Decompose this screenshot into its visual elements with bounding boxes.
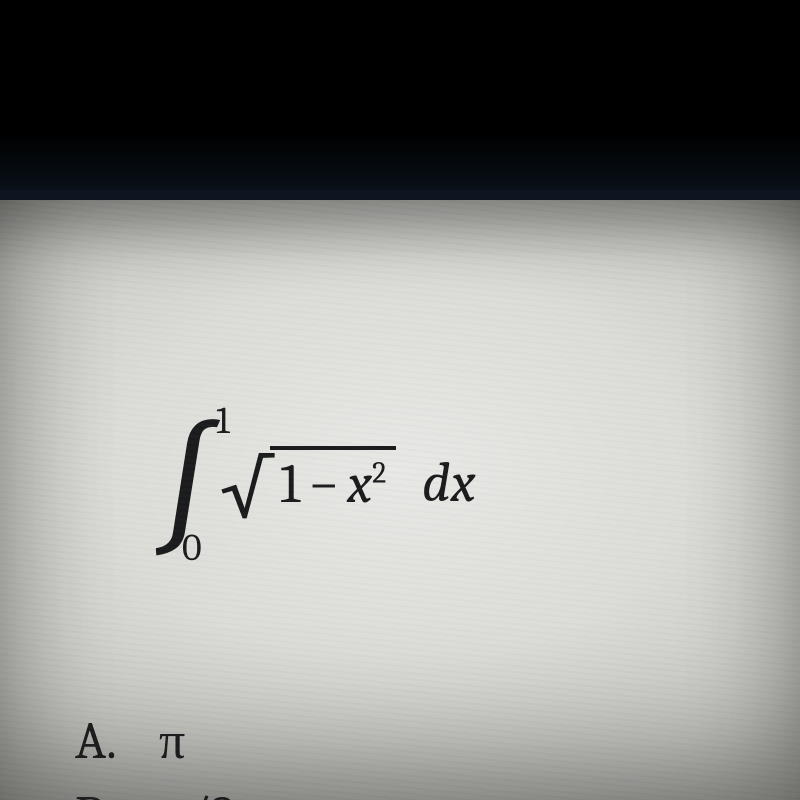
radicand: 1−x2 [270, 446, 396, 516]
differential: dx [422, 451, 476, 515]
exponent: 2 [372, 455, 386, 490]
photo-of-screen: ∫ 1 0 √ 1−x2 dx A.π B.π/2 [0, 0, 800, 800]
integral-expression: ∫ 1 0 √ 1−x2 dx [160, 415, 476, 550]
option-value: π [153, 711, 185, 771]
lower-bound: 0 [182, 526, 202, 570]
variable-x: x [347, 452, 372, 516]
option-letter: B. [75, 779, 153, 800]
black-top-bar [0, 0, 800, 190]
integrand: √ 1−x2 dx [220, 443, 476, 523]
integral-sign: ∫ 1 0 [160, 415, 210, 550]
minus-sign: − [300, 452, 347, 516]
option-a[interactable]: A.π [75, 705, 236, 779]
answer-options: A.π B.π/2 C.π/3 D.π/4 [75, 705, 236, 800]
square-root: √ 1−x2 [220, 443, 397, 523]
option-b[interactable]: B.π/2 [75, 779, 236, 800]
upper-bound: 1 [216, 399, 230, 443]
radical-icon: √ [220, 449, 273, 529]
question-area: ∫ 1 0 √ 1−x2 dx A.π B.π/2 [0, 190, 800, 800]
option-value: π/2 [153, 785, 235, 800]
radicand-const: 1 [280, 452, 300, 516]
option-letter: A. [75, 705, 153, 779]
